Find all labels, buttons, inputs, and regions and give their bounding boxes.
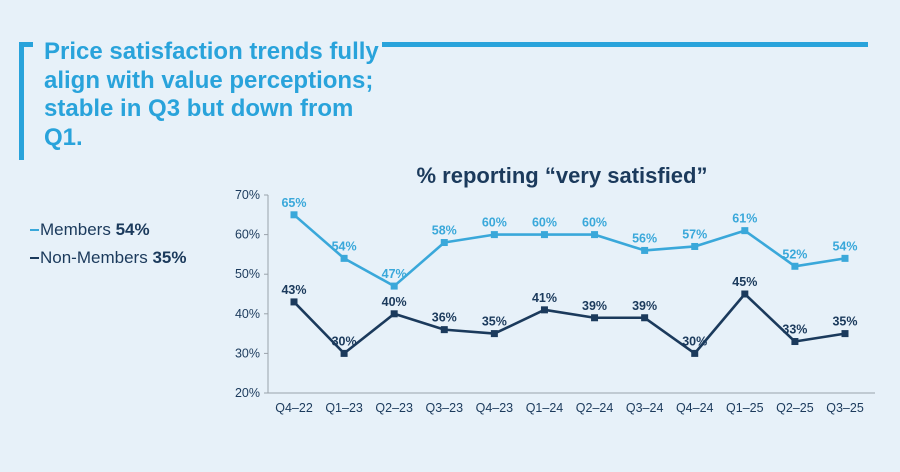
legend-item-members: Members 54% [30, 216, 186, 244]
x-tick-label: Q2–25 [776, 401, 814, 415]
data-point-non-members [841, 330, 849, 338]
data-label-members: 52% [782, 247, 807, 261]
y-tick-label: 40% [235, 307, 260, 321]
data-point-members [340, 254, 348, 262]
x-tick-label: Q4–22 [275, 401, 313, 415]
x-tick-label: Q3–23 [426, 401, 464, 415]
data-point-members [741, 227, 749, 235]
y-tick-label: 30% [235, 346, 260, 360]
data-label-members: 58% [432, 224, 457, 238]
data-point-non-members [540, 306, 548, 314]
data-label-members: 54% [332, 239, 357, 253]
data-label-members: 60% [582, 216, 607, 230]
y-tick-label: 50% [235, 267, 260, 281]
data-label-members: 60% [482, 216, 507, 230]
data-point-members [390, 282, 398, 290]
legend-label-members: Members [40, 220, 111, 239]
data-label-non-members: 33% [782, 323, 807, 337]
x-tick-label: Q4–23 [476, 401, 514, 415]
y-tick-label: 70% [235, 188, 260, 202]
headline-bracket-tick [19, 42, 33, 47]
x-tick-label: Q2–23 [375, 401, 413, 415]
data-point-non-members [290, 298, 298, 306]
data-label-members: 61% [732, 212, 757, 226]
x-tick-label: Q1–25 [726, 401, 764, 415]
data-point-members [841, 254, 849, 262]
data-point-members [540, 231, 548, 239]
data-label-members: 65% [281, 196, 306, 210]
data-point-members [440, 239, 448, 247]
headline: Price satisfaction trends fully align wi… [44, 38, 379, 151]
y-tick-label: 20% [235, 386, 260, 400]
data-label-non-members: 30% [332, 334, 357, 348]
data-label-non-members: 41% [532, 291, 557, 305]
x-tick-label: Q3–24 [626, 401, 664, 415]
x-tick-label: Q1–24 [526, 401, 564, 415]
x-tick-label: Q3–25 [826, 401, 864, 415]
data-point-non-members [641, 314, 649, 322]
legend-item-non-members: Non-Members 35% [30, 244, 186, 272]
legend-swatch-members [30, 228, 39, 231]
legend-value-non-members: 35% [152, 248, 187, 267]
data-label-members: 47% [382, 267, 407, 281]
data-label-members: 56% [632, 231, 657, 245]
data-label-non-members: 45% [732, 275, 757, 289]
series-line-non-members [293, 292, 846, 355]
data-point-non-members [691, 349, 699, 357]
legend-value-members: 54% [115, 220, 150, 239]
data-label-members: 57% [682, 227, 707, 241]
headline-bracket [19, 42, 24, 160]
data-point-non-members [490, 330, 498, 338]
data-point-non-members [591, 314, 599, 322]
series-line-members [293, 213, 846, 288]
data-point-non-members [791, 338, 799, 346]
data-point-non-members [340, 349, 348, 357]
legend-label-non-members: Non-Members [40, 248, 148, 267]
data-label-non-members: 35% [832, 315, 857, 329]
data-label-non-members: 35% [482, 315, 507, 329]
y-tick-label: 60% [235, 228, 260, 242]
chart-title: % reporting “very satisfied” [417, 163, 708, 188]
data-label-non-members: 39% [632, 299, 657, 313]
data-point-members [641, 246, 649, 254]
data-point-non-members [741, 290, 749, 298]
x-tick-label: Q1–23 [325, 401, 363, 415]
data-point-non-members [390, 310, 398, 318]
data-label-non-members: 39% [582, 299, 607, 313]
x-tick-label: Q2–24 [576, 401, 614, 415]
data-point-members [490, 231, 498, 239]
data-label-non-members: 43% [281, 283, 306, 297]
data-label-members: 54% [832, 239, 857, 253]
data-label-non-members: 30% [682, 334, 707, 348]
header-rule [382, 42, 868, 47]
legend-swatch-non-members [30, 256, 39, 259]
data-point-non-members [440, 326, 448, 334]
chart-legend: Members 54% Non-Members 35% [30, 216, 186, 272]
data-label-non-members: 40% [382, 295, 407, 309]
data-point-members [591, 231, 599, 239]
data-label-members: 60% [532, 216, 557, 230]
data-label-non-members: 36% [432, 311, 457, 325]
data-point-members [691, 242, 699, 250]
data-point-members [791, 262, 799, 270]
data-point-members [290, 211, 298, 219]
x-tick-label: Q4–24 [676, 401, 714, 415]
